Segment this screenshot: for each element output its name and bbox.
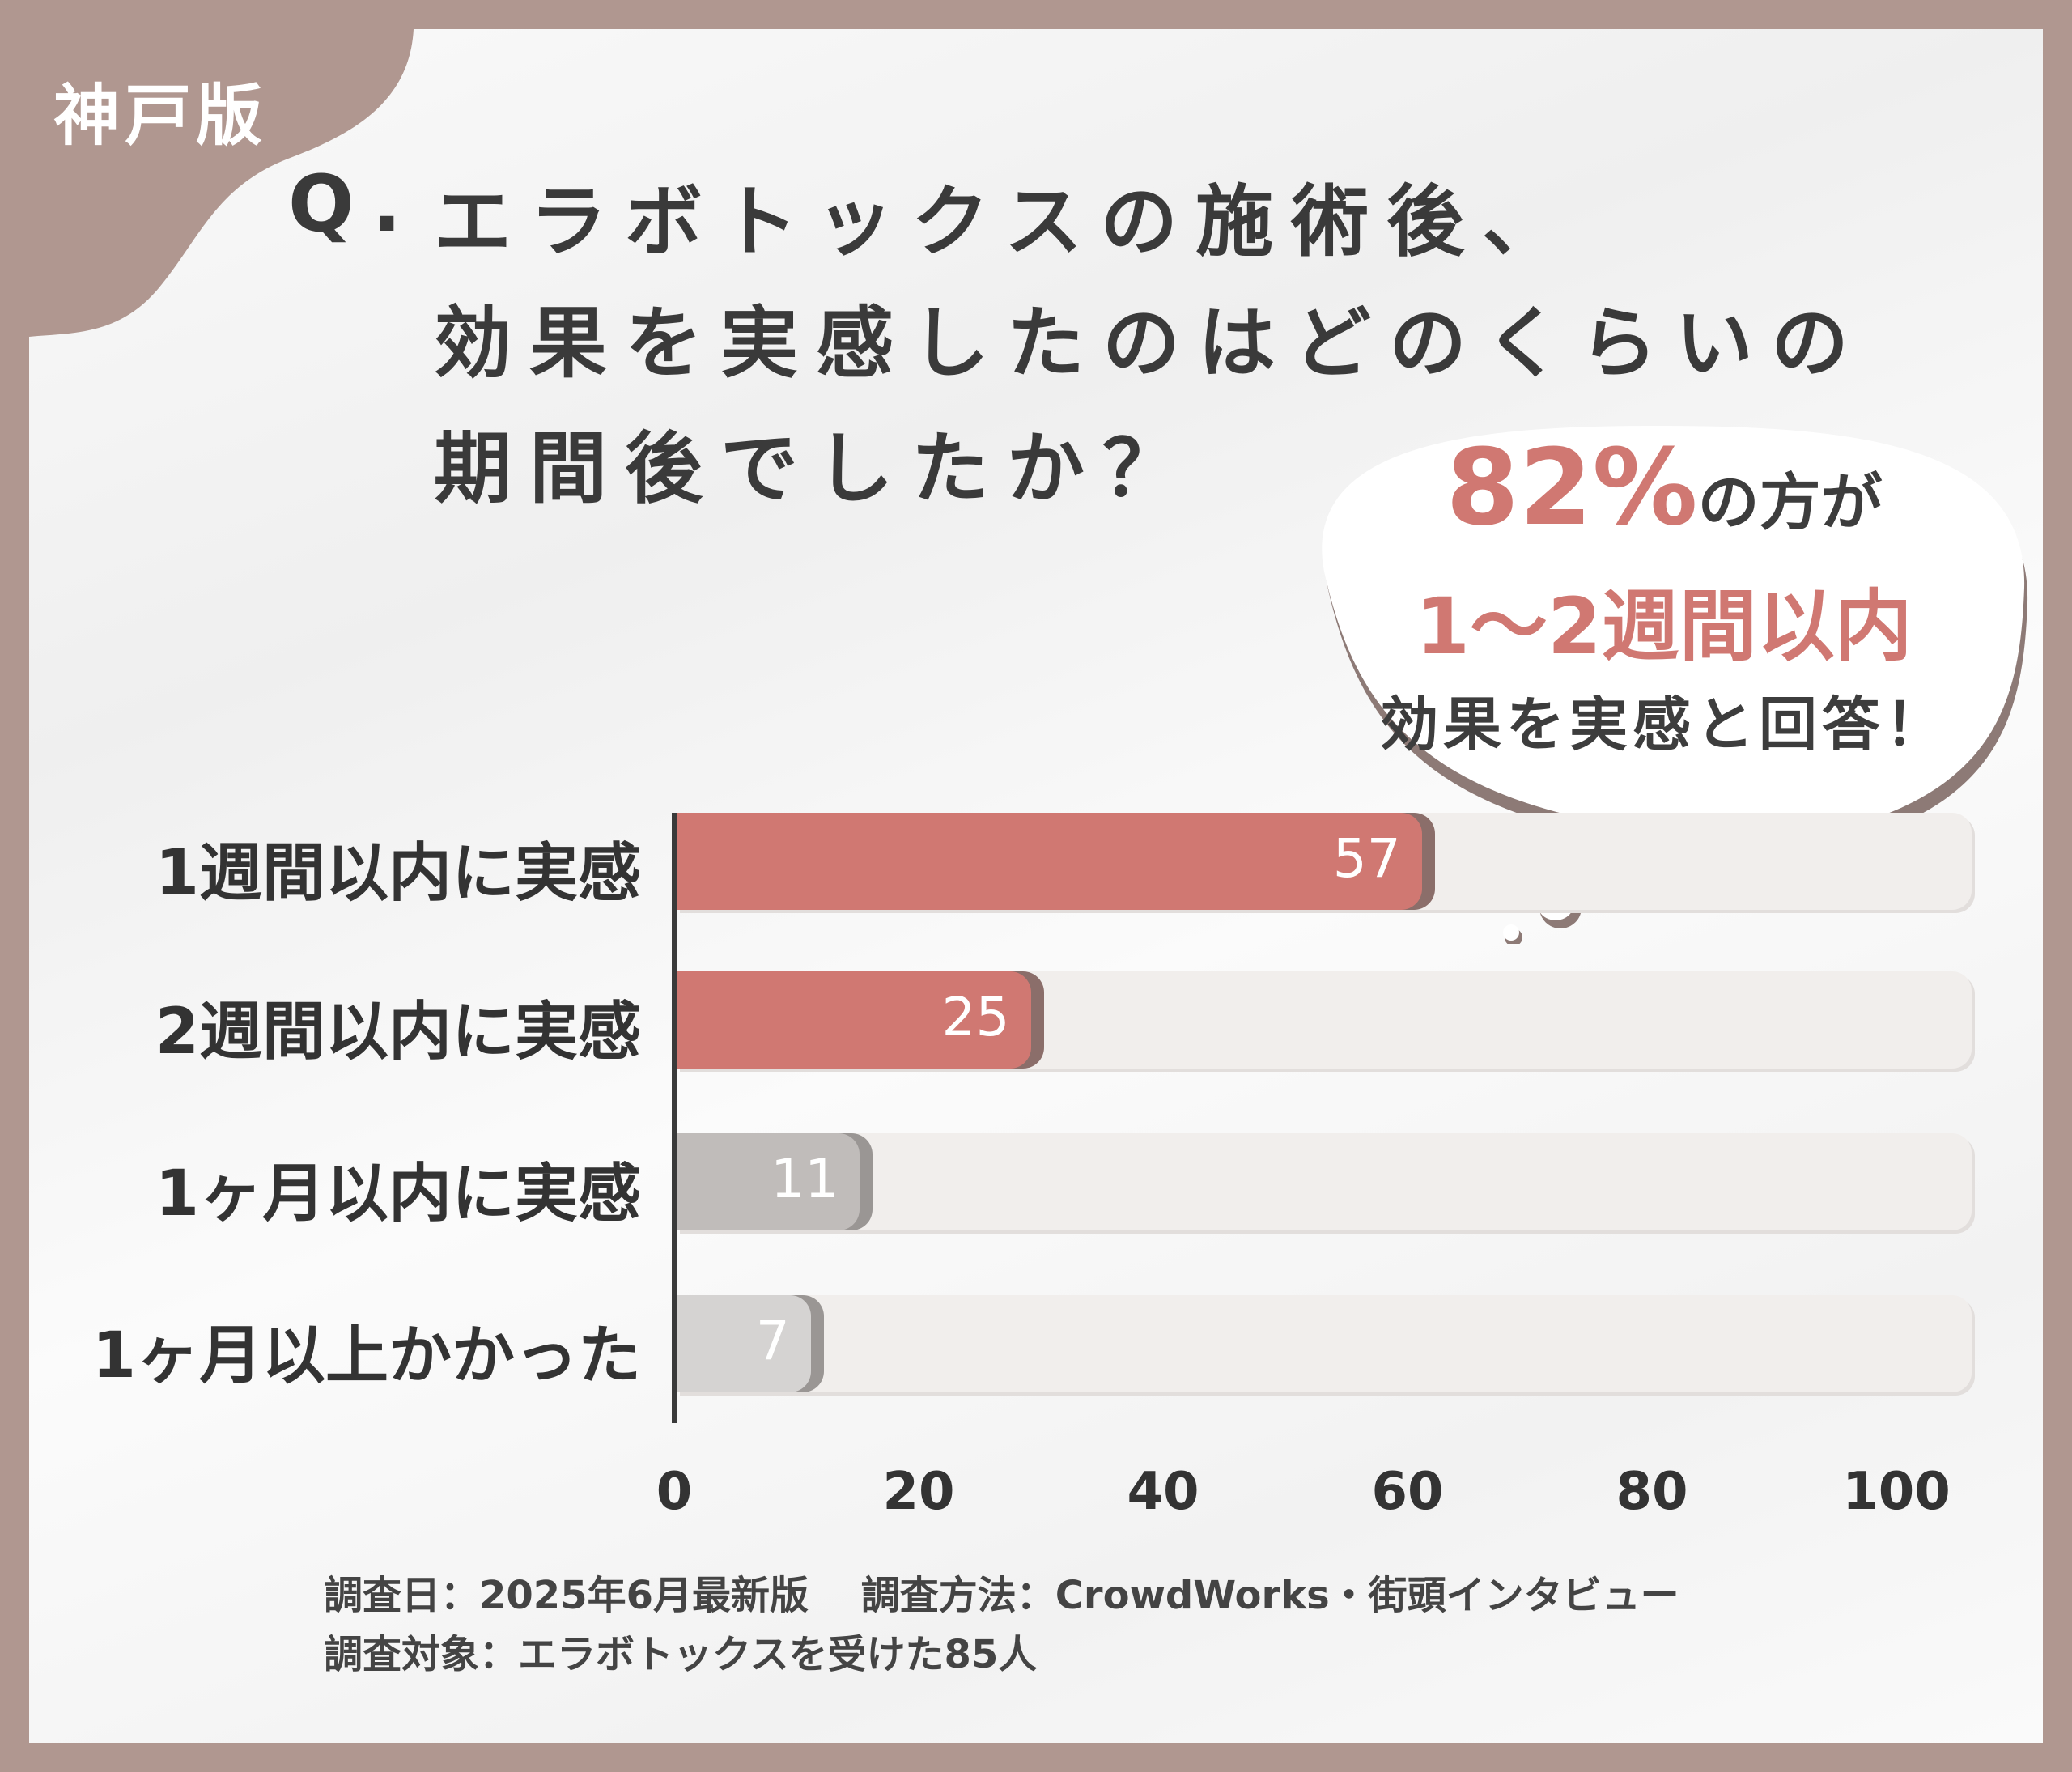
bar-value-label: 57 <box>1332 827 1401 890</box>
x-tick-label: 60 <box>1371 1462 1444 1522</box>
bar-1 <box>677 813 1422 910</box>
question-line-1: エラボトックスの施術後、 <box>434 176 1578 267</box>
callout-line-1: 82%の方が <box>1267 426 2043 549</box>
bar-track <box>677 1295 1972 1392</box>
bar-3 <box>677 1133 860 1230</box>
callout-line-1-rest: の方が <box>1697 466 1883 538</box>
bar-value-label: 11 <box>771 1148 839 1210</box>
x-tick-label: 100 <box>1842 1462 1951 1522</box>
x-tick-label: 40 <box>1127 1462 1199 1522</box>
corner-tag-shape <box>29 29 414 337</box>
x-tick-label: 80 <box>1616 1462 1688 1522</box>
callout-line-2: 1〜2週間以内 <box>1416 581 1913 672</box>
bar-value-label: 7 <box>755 1310 790 1372</box>
bar-2 <box>677 971 1031 1069</box>
footer-survey-target: 調査対象：エラボトックスを受けた85人 <box>324 1632 1038 1677</box>
footer-survey-info: 調査日：2025年6月最新版 調査方法：CrowdWorks・街頭インタビュー <box>324 1573 1679 1618</box>
callout-line-3: 効果を実感と回答！ <box>1379 691 1948 759</box>
bar-4 <box>677 1295 811 1392</box>
edition-tag: 神戸版 <box>53 78 268 155</box>
x-tick-label: 20 <box>882 1462 955 1522</box>
question-line-3: 期間後でしたか？ <box>434 423 1198 514</box>
question-line-2: 効果を実感したのはどのくらいの <box>434 298 1866 389</box>
category-label: 1週間以内に実感 <box>155 837 641 910</box>
speech-bubble <box>1322 426 2028 944</box>
x-tick-label: 0 <box>656 1462 693 1522</box>
category-label: 2週間以内に実感 <box>155 996 641 1069</box>
bar-track <box>677 1133 1972 1230</box>
category-label: 1ヶ月以上かかった <box>91 1319 641 1392</box>
category-label: 1ヶ月以内に実感 <box>155 1158 641 1230</box>
y-axis-line <box>672 813 677 1423</box>
callout-percent: 82% <box>1446 426 1698 549</box>
infographic-panel: 神戸版 Q. エラボトックスの施術後、 効果を実感したのはどのくらいの 期間後で… <box>29 29 2043 1743</box>
question-prefix: Q. <box>288 159 420 249</box>
bar-value-label: 25 <box>941 986 1010 1048</box>
